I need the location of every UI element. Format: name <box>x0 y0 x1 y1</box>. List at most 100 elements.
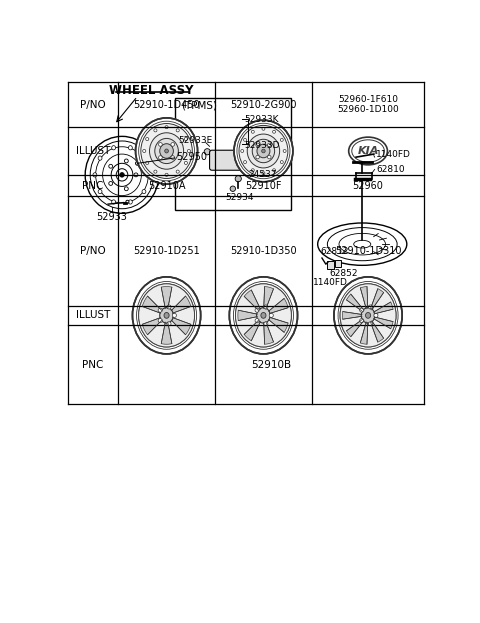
Ellipse shape <box>142 156 146 160</box>
Ellipse shape <box>149 133 184 169</box>
Text: 52960-1F610
52960-1D100: 52960-1F610 52960-1D100 <box>337 95 399 115</box>
Circle shape <box>264 305 268 309</box>
Polygon shape <box>373 317 393 329</box>
Ellipse shape <box>318 223 407 265</box>
Circle shape <box>273 169 276 172</box>
Ellipse shape <box>139 284 194 347</box>
Text: ILLUST: ILLUST <box>76 146 110 156</box>
Polygon shape <box>142 296 162 313</box>
Ellipse shape <box>147 173 151 177</box>
Circle shape <box>262 172 265 174</box>
Circle shape <box>230 186 236 191</box>
Ellipse shape <box>340 284 396 347</box>
Circle shape <box>184 138 188 141</box>
Circle shape <box>369 321 372 326</box>
Ellipse shape <box>247 134 280 168</box>
Circle shape <box>256 155 259 159</box>
Text: 52910B: 52910B <box>251 359 291 369</box>
Circle shape <box>176 170 179 173</box>
Text: 52950: 52950 <box>176 152 207 162</box>
Circle shape <box>154 170 157 173</box>
Ellipse shape <box>165 149 168 153</box>
Text: 52910-1D251: 52910-1D251 <box>133 246 200 256</box>
Text: 52910-1D450: 52910-1D450 <box>133 100 200 110</box>
Text: 52910F: 52910F <box>245 181 282 191</box>
Circle shape <box>146 138 149 141</box>
Polygon shape <box>161 287 172 308</box>
Ellipse shape <box>261 313 266 318</box>
Circle shape <box>244 161 247 164</box>
Circle shape <box>126 200 129 203</box>
Circle shape <box>171 143 175 146</box>
Circle shape <box>167 305 171 309</box>
Text: PNC: PNC <box>82 181 104 191</box>
Text: 52910A: 52910A <box>148 181 185 191</box>
Circle shape <box>167 321 171 326</box>
Polygon shape <box>238 310 257 321</box>
Ellipse shape <box>98 156 102 160</box>
Text: 52910-2G900: 52910-2G900 <box>230 100 297 110</box>
Text: 52934: 52934 <box>225 194 253 202</box>
Circle shape <box>165 173 168 176</box>
Circle shape <box>252 130 254 133</box>
Ellipse shape <box>234 120 293 182</box>
Circle shape <box>204 149 210 155</box>
Ellipse shape <box>334 277 402 354</box>
Ellipse shape <box>109 164 113 168</box>
Circle shape <box>143 150 146 153</box>
Circle shape <box>146 161 149 164</box>
Text: WHEEL ASSY: WHEEL ASSY <box>109 84 194 97</box>
Text: 52933E: 52933E <box>179 136 213 145</box>
Circle shape <box>360 308 364 312</box>
Circle shape <box>360 318 364 323</box>
Ellipse shape <box>112 200 116 204</box>
Ellipse shape <box>239 125 288 176</box>
Polygon shape <box>171 296 191 313</box>
Polygon shape <box>360 322 368 345</box>
Polygon shape <box>360 287 368 309</box>
Ellipse shape <box>365 313 371 318</box>
Ellipse shape <box>348 137 387 165</box>
Circle shape <box>369 305 372 309</box>
Polygon shape <box>264 321 274 345</box>
Ellipse shape <box>262 149 265 153</box>
Ellipse shape <box>164 313 169 318</box>
Polygon shape <box>142 318 162 335</box>
Text: 52933D: 52933D <box>244 141 280 150</box>
Text: 52960: 52960 <box>353 181 384 191</box>
Circle shape <box>172 313 177 317</box>
Polygon shape <box>268 317 288 332</box>
Bar <box>335 260 341 267</box>
Circle shape <box>256 143 259 146</box>
Ellipse shape <box>120 173 124 177</box>
Text: 52910-1D310: 52910-1D310 <box>335 246 401 256</box>
Circle shape <box>267 155 271 159</box>
Polygon shape <box>264 287 274 309</box>
Text: ILLUST: ILLUST <box>76 310 110 320</box>
Text: 52933K: 52933K <box>244 115 279 124</box>
Text: PNC: PNC <box>82 359 104 369</box>
Ellipse shape <box>112 146 116 150</box>
Text: 62810: 62810 <box>376 165 405 174</box>
Circle shape <box>267 143 271 146</box>
Text: 24537: 24537 <box>248 170 277 179</box>
Circle shape <box>176 129 179 132</box>
FancyBboxPatch shape <box>210 150 248 170</box>
Circle shape <box>244 138 247 141</box>
Polygon shape <box>371 288 384 310</box>
Text: 62812: 62812 <box>321 247 349 256</box>
Text: 1140FD: 1140FD <box>376 150 411 159</box>
Circle shape <box>241 150 244 153</box>
Circle shape <box>158 143 162 146</box>
Ellipse shape <box>141 123 192 178</box>
Ellipse shape <box>98 189 102 194</box>
Ellipse shape <box>361 308 375 323</box>
Ellipse shape <box>252 140 275 163</box>
Text: P/NO: P/NO <box>80 246 106 256</box>
Text: 62852: 62852 <box>330 269 358 278</box>
Circle shape <box>280 161 283 164</box>
Ellipse shape <box>132 277 201 354</box>
Text: (TPMS): (TPMS) <box>181 100 217 110</box>
Polygon shape <box>343 312 362 319</box>
Circle shape <box>269 313 273 317</box>
